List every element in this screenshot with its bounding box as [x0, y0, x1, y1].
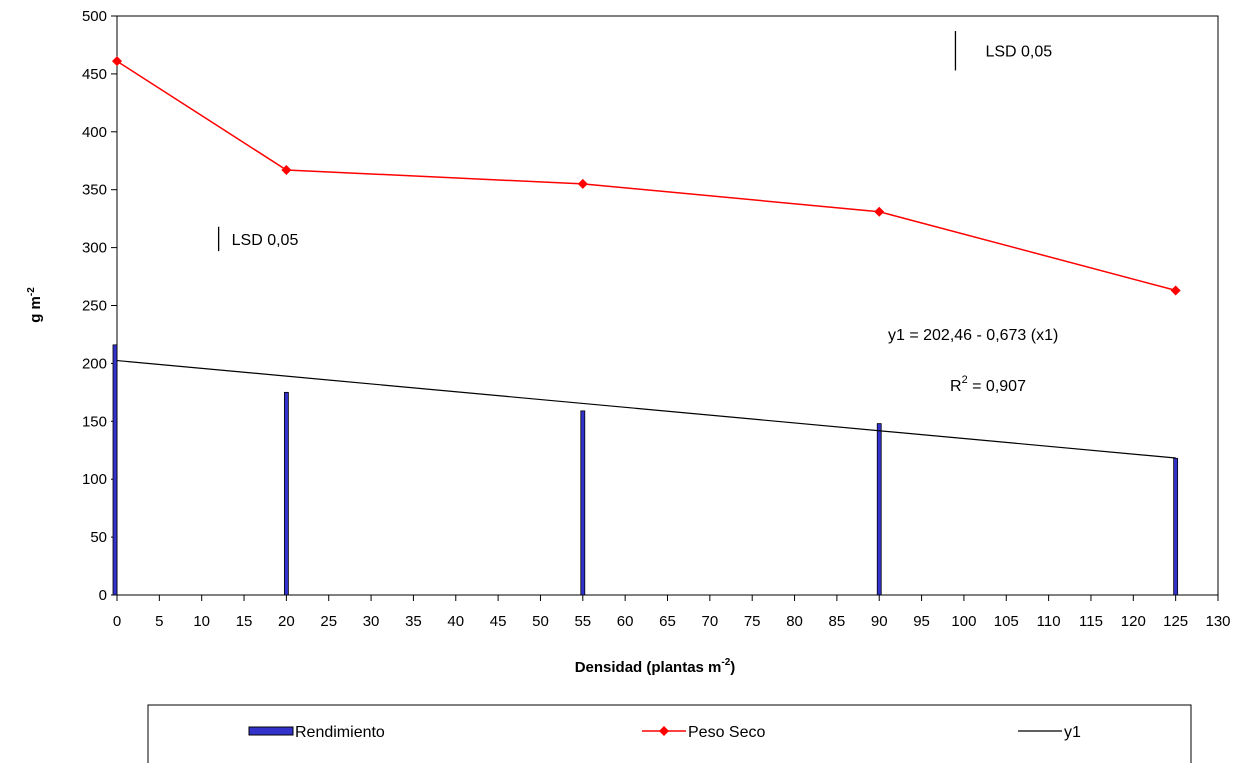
point-peso-seco-2: [577, 178, 588, 189]
bar-rendimiento-2: [580, 410, 586, 596]
y-axis-title-main: g m: [27, 296, 44, 323]
x-tick-label-26: 130: [1205, 613, 1230, 630]
series-peso-seco-line: [116, 60, 1176, 292]
bar-rendimiento-3: [876, 423, 882, 596]
x-tick-label-14: 70: [702, 613, 719, 630]
x-tick-label-21: 105: [994, 613, 1019, 630]
bar-rendimiento-4: [1173, 457, 1179, 596]
plot-frame: [116, 15, 1219, 596]
x-tick-label-18: 90: [871, 613, 888, 630]
x-tick-label-7: 35: [405, 613, 422, 630]
x-tick-label-9: 45: [490, 613, 507, 630]
point-peso-seco-4: [1170, 285, 1181, 296]
x-tick-label-17: 85: [829, 613, 846, 630]
x-tick-label-0: 0: [113, 613, 121, 630]
x-tick-label-13: 65: [659, 613, 676, 630]
regression-equation: y1 = 202,46 - 0,673 (x1): [888, 327, 1058, 344]
y-tick-label-7: 350: [82, 182, 107, 199]
y-tick-label-10: 500: [82, 8, 107, 25]
y-tick-label-3: 150: [82, 413, 107, 430]
point-peso-seco-1: [281, 165, 292, 176]
x-tick-label-23: 115: [1079, 613, 1103, 630]
lsd-label-1: LSD 0,05: [985, 44, 1052, 61]
legend-label-peso-seco: Peso Seco: [688, 724, 765, 741]
x-tick-label-10: 50: [532, 613, 549, 630]
x-axis-title-sup: -2: [721, 657, 730, 668]
legend-label-rendimiento: Rendimiento: [295, 724, 385, 741]
r-squared-prefix: R: [950, 378, 962, 395]
x-tick-label-4: 20: [278, 613, 295, 630]
r-squared-sup: 2: [962, 374, 968, 386]
r-squared: R2 = 0,907: [950, 374, 1026, 395]
x-tick-label-5: 25: [320, 613, 337, 630]
y-tick-label-1: 50: [90, 529, 107, 546]
x-tick-label-16: 80: [786, 613, 803, 630]
x-tick-label-8: 40: [447, 613, 464, 630]
y-axis-title: g m-2: [26, 287, 44, 323]
y-tick-label-0: 0: [99, 587, 107, 604]
x-tick-label-19: 95: [913, 613, 930, 630]
legend-label-y1: y1: [1064, 724, 1081, 741]
x-tick-label-15: 75: [744, 613, 761, 630]
y-tick-label-5: 250: [82, 298, 107, 315]
x-axis-title-main: Densidad (plantas m: [575, 659, 722, 676]
x-tick-label-3: 15: [236, 613, 253, 630]
lsd-label-0: LSD 0,05: [232, 232, 299, 249]
bar-rendimiento-0: [112, 344, 118, 596]
point-peso-seco-0: [112, 56, 122, 67]
point-peso-seco-3: [874, 206, 885, 217]
x-tick-label-11: 55: [574, 613, 591, 630]
legend: Rendimiento Peso Seco y1: [147, 704, 1192, 768]
x-axis-title-suffix: ): [730, 659, 735, 676]
legend-marker-peso-seco: [659, 726, 669, 736]
y-tick-label-8: 400: [82, 124, 107, 141]
y-tick-label-2: 100: [82, 471, 107, 488]
x-tick-label-24: 120: [1121, 613, 1146, 630]
r-squared-value: = 0,907: [968, 378, 1026, 395]
legend-swatch-rendimiento: [248, 726, 294, 736]
y-tick-label-4: 200: [82, 355, 107, 372]
x-tick-label-6: 30: [363, 613, 380, 630]
x-tick-label-20: 100: [951, 613, 976, 630]
y-tick-label-6: 300: [82, 240, 107, 257]
x-tick-label-12: 60: [617, 613, 634, 630]
y-tick-label-9: 450: [82, 66, 107, 83]
x-tick-label-22: 110: [1037, 613, 1061, 630]
x-tick-label-2: 10: [193, 613, 210, 630]
y-axis-title-sup: -2: [26, 287, 37, 296]
series-y1-line: [116, 359, 1176, 459]
x-tick-label-1: 5: [155, 613, 163, 630]
bar-rendimiento-1: [283, 391, 289, 596]
x-axis-title: Densidad (plantas m-2): [575, 657, 736, 676]
x-tick-label-25: 125: [1163, 613, 1188, 630]
